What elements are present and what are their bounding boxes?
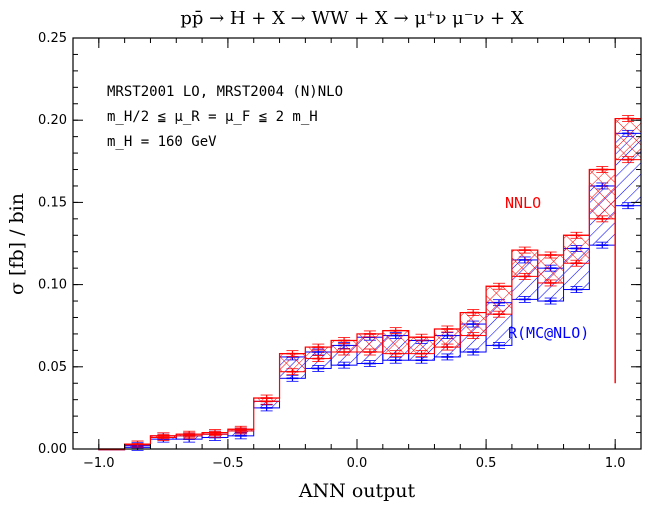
nnlo-error-bar-bin-19 [596,166,609,223]
y-tick-label: 0.05 [38,360,67,375]
nnlo-band-bin-17 [537,254,565,284]
chart-title: pp̄ → H + X → WW + X → μ⁺ν μ⁻ν + X [180,8,524,29]
y-tick-label: 0.15 [38,195,67,210]
y-tick-label: 0.20 [38,113,67,128]
y-tick-label: 0.10 [38,278,67,293]
y-tick-label: 0.00 [38,442,67,457]
nnlo-error-bar-bin-4 [209,429,221,438]
x-tick-label: −0.5 [212,456,244,471]
nnlo-upper-step-line [98,117,641,450]
nnlo-band-bin-18 [563,234,590,264]
nnlo-band-bin-15 [485,285,513,315]
x-tick-label: 0.0 [347,456,368,471]
annotation-scale-range: m_H/2 ≦ μ_R = μ_F ≦ 2 m_H [107,109,318,125]
nnlo-band-bin-11 [382,330,410,355]
x-tick-label: 0.5 [476,456,497,471]
annotation-pdf-sets: MRST2001 LO, MRST2004 (N)NLO [107,84,343,100]
x-tick-label: −1.0 [83,456,115,471]
annotation-higgs-mass: m_H = 160 GeV [107,134,217,150]
y-axis-title: σ [fb] / bin [6,193,28,295]
x-axis-title: ANN output [298,480,416,502]
ticks-layer: −1.0 −0.5 0.0 0.5 1.0 0.00 0.05 0.10 0.15 0.20 0.2… [38,31,642,471]
nnlo-band-bin-19 [588,169,616,220]
series-label-mcnlo: R(MC@NLO) [508,324,589,342]
nnlo-band-bin-16 [511,249,539,277]
series-label-nnlo: NNLO [505,194,541,212]
y-tick-label: 0.25 [38,31,67,46]
bars-layer [98,115,642,451]
nnlo-band-bin-14 [459,312,487,337]
x-tick-label: 1.0 [605,456,626,471]
